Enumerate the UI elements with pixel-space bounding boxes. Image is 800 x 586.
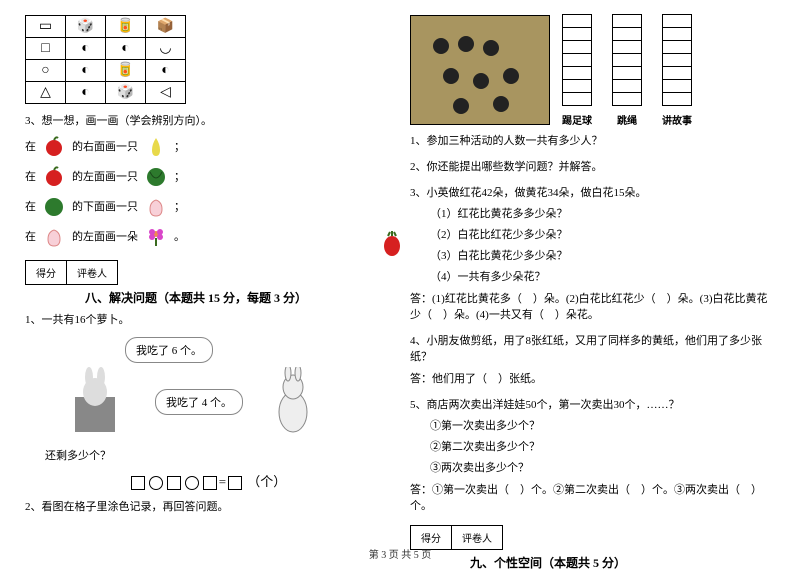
- r-q5-ans: 答：①第一次卖出（ ）个。②第二次卖出（ ）个。③两次卖出（ ）个。: [410, 481, 775, 513]
- equation-boxes: = （个）: [25, 471, 390, 490]
- r-q3: 3、小英做红花42朵，做黄花34朵，做白花15朵。: [410, 184, 775, 200]
- section-8-title: 八、解决问题（本题共 15 分，每题 3 分）: [85, 289, 390, 306]
- r-q4-ans: 答：他们用了（ ）张纸。: [410, 370, 775, 386]
- q8-1: 1、一共有16个萝卜。: [25, 311, 390, 327]
- chart-area: 踢足球 跳绳 讲故事: [410, 15, 775, 127]
- r-q3-4: （4）一共有多少朵花？: [430, 268, 775, 284]
- peach-icon: [42, 224, 66, 248]
- tally-bars: 踢足球 跳绳 讲故事: [562, 15, 692, 127]
- speech-bubble-2: 我吃了 4 个。: [155, 389, 243, 415]
- r-q5-2: ②第二次卖出多少个？: [430, 438, 775, 454]
- q8-2: 2、看图在格子里涂色记录，再回答问题。: [25, 498, 390, 514]
- direction-row-4: 在 的左面画一朵 。: [25, 224, 390, 248]
- direction-row-2: 在 的左面画一只 ；: [25, 164, 390, 188]
- activity-photo: [410, 15, 550, 125]
- r-q5: 5、商店两次卖出洋娃娃50个，第一次卖出30个，……？: [410, 396, 775, 412]
- page-footer: 第 3 页 共 5 页: [0, 546, 800, 561]
- r-q3-1: （1）红花比黄花多多少朵？: [430, 205, 775, 221]
- r-q5-1: ①第一次卖出多少个？: [430, 417, 775, 433]
- r-q5-3: ③两次卖出多少个？: [430, 459, 775, 475]
- r-q3-2: （2）白花比红花少多少朵？: [430, 226, 775, 242]
- rabbit-dialog: 我吃了 6 个。 我吃了 4 个。: [65, 337, 390, 437]
- rabbit-right-icon: [263, 367, 323, 437]
- peach-icon: [144, 194, 168, 218]
- q3-title: 3、想一想，画一画（学会辨别方向）。: [25, 112, 390, 128]
- radish-decoration: [380, 230, 404, 261]
- direction-row-1: 在 的右面画一只 ；: [25, 134, 390, 158]
- rect-icon: ▭: [39, 19, 52, 34]
- score-box-8: 得分 评卷人: [25, 260, 390, 285]
- r-q1: 1、参加三种活动的人数一共有多少人？: [410, 132, 775, 148]
- apple-icon: [42, 134, 66, 158]
- speech-bubble-1: 我吃了 6 个。: [125, 337, 213, 363]
- rabbit-left-icon: [65, 367, 125, 437]
- remain-question: 还剩多少个？: [45, 447, 390, 463]
- direction-row-3: 在 的下面画一只 ；: [25, 194, 390, 218]
- watermelon-icon: [42, 194, 66, 218]
- shape-table: ▭🎲🥫📦 □◐◐◡ ○◐🥫◐ △◐🎲◁: [25, 15, 186, 104]
- r-q3-3: （3）白花比黄花少多少朵？: [430, 247, 775, 263]
- r-q3-ans: 答：(1)红花比黄花多（ ）朵。(2)白花比红花少（ ）朵。(3)白花比黄花少（…: [410, 290, 775, 322]
- pear-icon: [144, 134, 168, 158]
- r-q2: 2、你还能提出哪些数学问题？并解答。: [410, 158, 775, 174]
- r-q4: 4、小朋友做剪纸，用了8张红纸，又用了同样多的黄纸，他们用了多少张纸？: [410, 332, 775, 364]
- apple-icon: [42, 164, 66, 188]
- flower-icon: [144, 224, 168, 248]
- watermelon-icon: [144, 164, 168, 188]
